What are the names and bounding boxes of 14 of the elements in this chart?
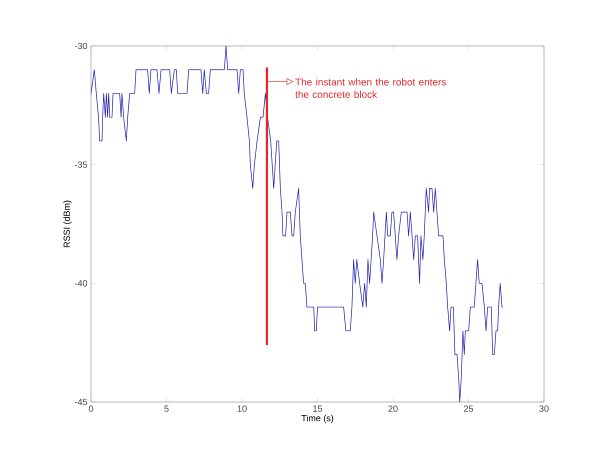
x-tick-label: 15 <box>313 406 322 412</box>
x-tick-label: 25 <box>464 406 474 412</box>
x-tick-label: 10 <box>238 406 247 412</box>
y-tick-label: -30 <box>74 42 88 50</box>
y-tick-label: -35 <box>74 161 88 168</box>
x-tick-label: 5 <box>164 406 169 412</box>
y-tick-label: -45 <box>74 398 88 406</box>
y-tick-label: -40 <box>74 280 88 287</box>
y-axis-title: RSSI (dBm) <box>63 200 72 248</box>
x-tick-label: 30 <box>539 406 549 412</box>
x-axis-title: Time (s) <box>301 414 334 424</box>
annotation: The instant when the robot enters the concrete block <box>295 78 446 98</box>
x-tick-label: 0 <box>88 406 94 412</box>
x-tick-label: 20 <box>388 406 398 412</box>
